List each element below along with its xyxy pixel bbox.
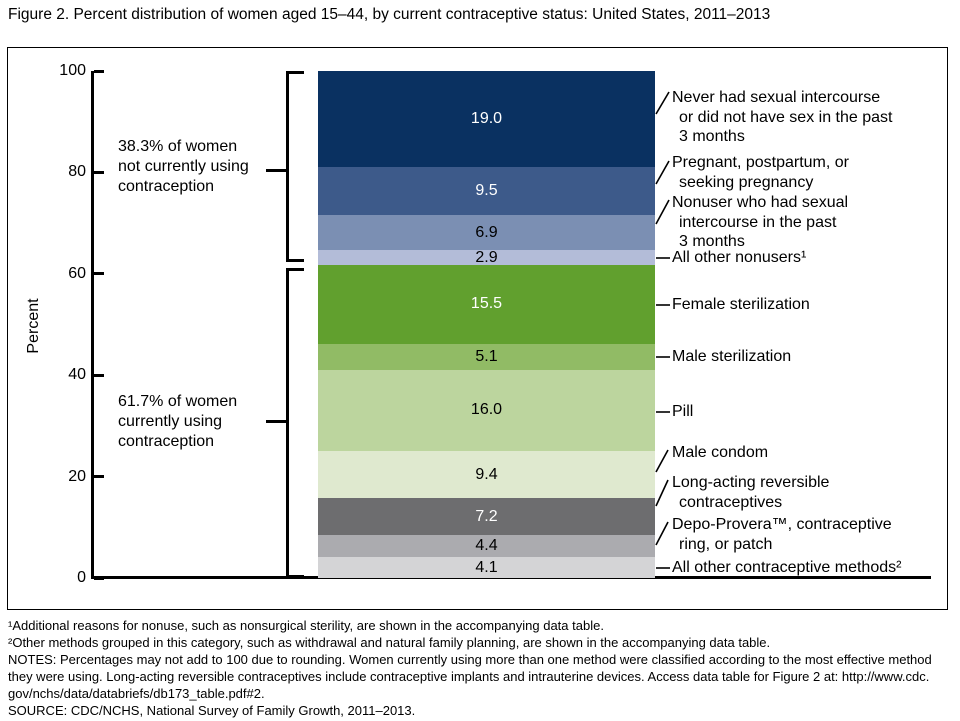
y-tick-40 xyxy=(94,373,104,377)
use-annotation: 61.7% of women currently using contracep… xyxy=(118,393,238,450)
y-tick-label-0: 0 xyxy=(77,569,86,586)
nonuse-annotation: 38.3% of women not currently using contr… xyxy=(118,138,249,195)
y-tick-100 xyxy=(94,69,104,73)
segment-label-7: Male condom xyxy=(672,444,769,461)
footnote-1: ¹Additional reasons for nonuse, such as … xyxy=(8,618,604,633)
segment-value-6: 16.0 xyxy=(470,401,503,419)
segment-label-5: Male sterilization xyxy=(672,348,792,365)
segment-label-3: All other nonusers¹ xyxy=(672,249,807,266)
segment-value-3: 2.9 xyxy=(475,248,498,266)
segment-value-9: 4.4 xyxy=(475,536,498,554)
segment-value-2: 6.9 xyxy=(475,223,498,241)
footnote-source: SOURCE: CDC/NCHS, National Survey of Fam… xyxy=(8,703,416,718)
segment-label-6: Pill xyxy=(672,403,694,420)
bar-segment-5: 5.1 xyxy=(318,343,655,370)
footnotes: ¹Additional reasons for nonuse, such as … xyxy=(8,617,954,719)
bar-segment-7: 9.4 xyxy=(318,450,655,499)
stacked-bar: 19.0 9.5 6.9 2.9 15.5 5.1 16.0 9.4 7.2 4.4 4.1 xyxy=(318,71,655,578)
y-tick-0 xyxy=(94,576,104,580)
segment-label-10: All other contraceptive methods² xyxy=(672,559,902,576)
segment-value-4: 15.5 xyxy=(470,295,503,313)
bar-segment-0: 19.0 xyxy=(318,71,655,168)
segment-label-0: Never had sexual intercourse or did not … xyxy=(672,89,893,145)
segment-value-5: 5.1 xyxy=(475,347,498,365)
segment-label-1: Pregnant, postpartum, or seeking pregnan… xyxy=(672,154,849,191)
segment-value-7: 9.4 xyxy=(475,465,498,483)
y-tick-label-40: 40 xyxy=(68,366,86,384)
bar-segment-1: 9.5 xyxy=(318,167,655,216)
footnote-2: ²Other methods grouped in this category,… xyxy=(8,635,771,650)
nonuse-bracket xyxy=(286,71,304,262)
bar-segment-4: 15.5 xyxy=(318,265,655,344)
segment-value-1: 9.5 xyxy=(475,182,498,200)
bar-segment-8: 7.2 xyxy=(318,498,655,535)
segment-label-8: Long-acting reversible contraceptives xyxy=(672,474,830,511)
y-tick-60 xyxy=(94,272,104,276)
y-tick-20 xyxy=(94,475,104,479)
bar-segment-10: 4.1 xyxy=(318,557,655,578)
segment-label-4: Female sterilization xyxy=(672,296,810,313)
y-tick-80 xyxy=(94,170,104,174)
bar-segment-6: 16.0 xyxy=(318,369,655,451)
y-tick-label-80: 80 xyxy=(68,163,86,181)
figure-title: Figure 2. Percent distribution of women … xyxy=(8,6,771,23)
segment-value-0: 19.0 xyxy=(470,110,503,128)
segment-value-10: 4.1 xyxy=(475,558,498,576)
segment-label-9: Depo-Provera™, contraceptive ring, or pa… xyxy=(672,516,892,553)
y-tick-label-20: 20 xyxy=(68,467,86,485)
y-axis-line xyxy=(91,71,94,579)
bar-segment-2: 6.9 xyxy=(318,215,655,251)
use-bracket xyxy=(286,268,304,578)
y-tick-label-60: 60 xyxy=(68,264,86,282)
footnote-notes: NOTES: Percentages may not add to 100 du… xyxy=(8,652,932,701)
nonuse-bracket-connector xyxy=(266,169,286,172)
segment-value-8: 7.2 xyxy=(475,507,498,525)
y-tick-label-100: 100 xyxy=(59,62,86,79)
y-axis-title: Percent xyxy=(25,298,42,354)
segment-label-2: Nonuser who had sexual intercourse in th… xyxy=(672,194,849,250)
use-bracket-connector xyxy=(266,420,286,423)
bar-segment-3: 2.9 xyxy=(318,248,655,266)
bar-segment-9: 4.4 xyxy=(318,534,655,558)
